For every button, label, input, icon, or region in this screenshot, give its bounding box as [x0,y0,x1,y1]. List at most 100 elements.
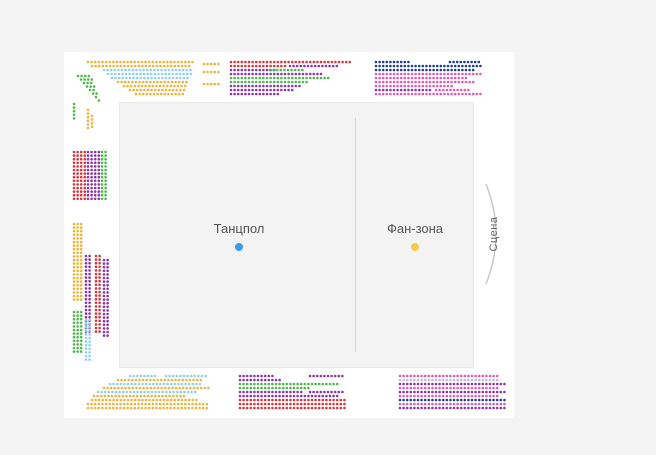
seat[interactable] [94,330,98,333]
seat[interactable] [100,390,103,394]
seat[interactable] [98,269,101,272]
seat[interactable] [83,172,87,175]
seat[interactable] [93,406,97,410]
seat[interactable] [492,386,495,390]
seat[interactable] [86,175,90,179]
seat[interactable] [169,382,173,386]
seat[interactable] [76,317,79,321]
seat[interactable] [452,88,456,92]
seat[interactable] [148,398,151,402]
seat[interactable] [84,261,88,265]
seat[interactable] [407,92,410,96]
seat[interactable] [396,64,399,68]
seat[interactable] [136,390,139,394]
seat[interactable] [179,374,182,378]
seat[interactable] [79,190,83,193]
seat[interactable] [449,406,452,410]
seat[interactable] [432,92,435,96]
seat[interactable] [319,72,323,76]
seat[interactable] [86,60,90,64]
seat[interactable] [72,335,76,339]
seat[interactable] [449,394,452,398]
seat[interactable] [289,390,292,394]
seat[interactable] [90,168,93,172]
seat[interactable] [236,76,240,80]
seat[interactable] [403,84,407,88]
seat[interactable] [128,374,132,378]
seat[interactable] [151,406,155,410]
seat[interactable] [193,390,197,394]
seat[interactable] [126,64,130,68]
seat[interactable] [88,336,91,340]
seat[interactable] [128,394,132,398]
seat[interactable] [94,283,98,287]
seat[interactable] [153,374,157,378]
seat[interactable] [425,72,428,76]
seat[interactable] [83,161,87,165]
seat[interactable] [294,76,298,80]
seat[interactable] [402,382,405,386]
seat[interactable] [98,290,101,294]
seat[interactable] [269,84,272,88]
seat[interactable] [315,374,319,378]
seat[interactable] [191,382,195,386]
seat[interactable] [280,80,283,84]
seat[interactable] [118,390,121,394]
seat[interactable] [381,84,385,88]
seat[interactable] [97,154,101,157]
seat[interactable] [135,394,139,398]
seat[interactable] [448,60,452,64]
seat[interactable] [137,402,140,406]
seat[interactable] [343,402,346,406]
seat[interactable] [209,62,213,66]
seat[interactable] [88,329,91,333]
seat[interactable] [416,406,420,410]
seat[interactable] [438,378,441,382]
seat[interactable] [287,60,290,64]
seat[interactable] [280,60,283,64]
seat[interactable] [236,92,240,96]
seat[interactable] [79,291,83,294]
seat[interactable] [260,386,263,390]
seat[interactable] [410,88,414,92]
seat[interactable] [72,102,76,106]
seat[interactable] [420,406,423,410]
seat[interactable] [274,382,278,386]
seat[interactable] [413,406,416,410]
seat[interactable] [76,154,79,157]
seat[interactable] [438,394,441,398]
seat[interactable] [459,398,463,402]
seat[interactable] [102,262,106,265]
seat[interactable] [79,179,83,183]
seat[interactable] [427,406,431,410]
seat[interactable] [183,60,187,64]
seat[interactable] [468,68,471,72]
seat[interactable] [452,390,456,394]
seat[interactable] [452,402,456,406]
seat[interactable] [417,92,421,96]
seat[interactable] [131,378,134,382]
seat[interactable] [267,402,271,406]
seat[interactable] [88,343,91,347]
seat[interactable] [72,240,76,244]
seat[interactable] [191,60,194,64]
seat[interactable] [435,80,439,84]
seat[interactable] [299,64,303,68]
seat[interactable] [299,402,303,406]
seat[interactable] [83,193,87,197]
seat[interactable] [79,343,83,346]
seat[interactable] [396,80,399,84]
seat[interactable] [76,157,79,161]
seat[interactable] [84,269,88,272]
seat[interactable] [76,298,79,301]
seat[interactable] [488,406,492,410]
seat[interactable] [242,398,245,402]
seat[interactable] [258,80,262,84]
seat[interactable] [140,84,144,88]
seat[interactable] [159,398,162,402]
seat[interactable] [104,60,108,64]
seat[interactable] [416,382,420,386]
seat[interactable] [272,92,276,96]
seat[interactable] [100,190,104,193]
seat[interactable] [72,265,76,269]
